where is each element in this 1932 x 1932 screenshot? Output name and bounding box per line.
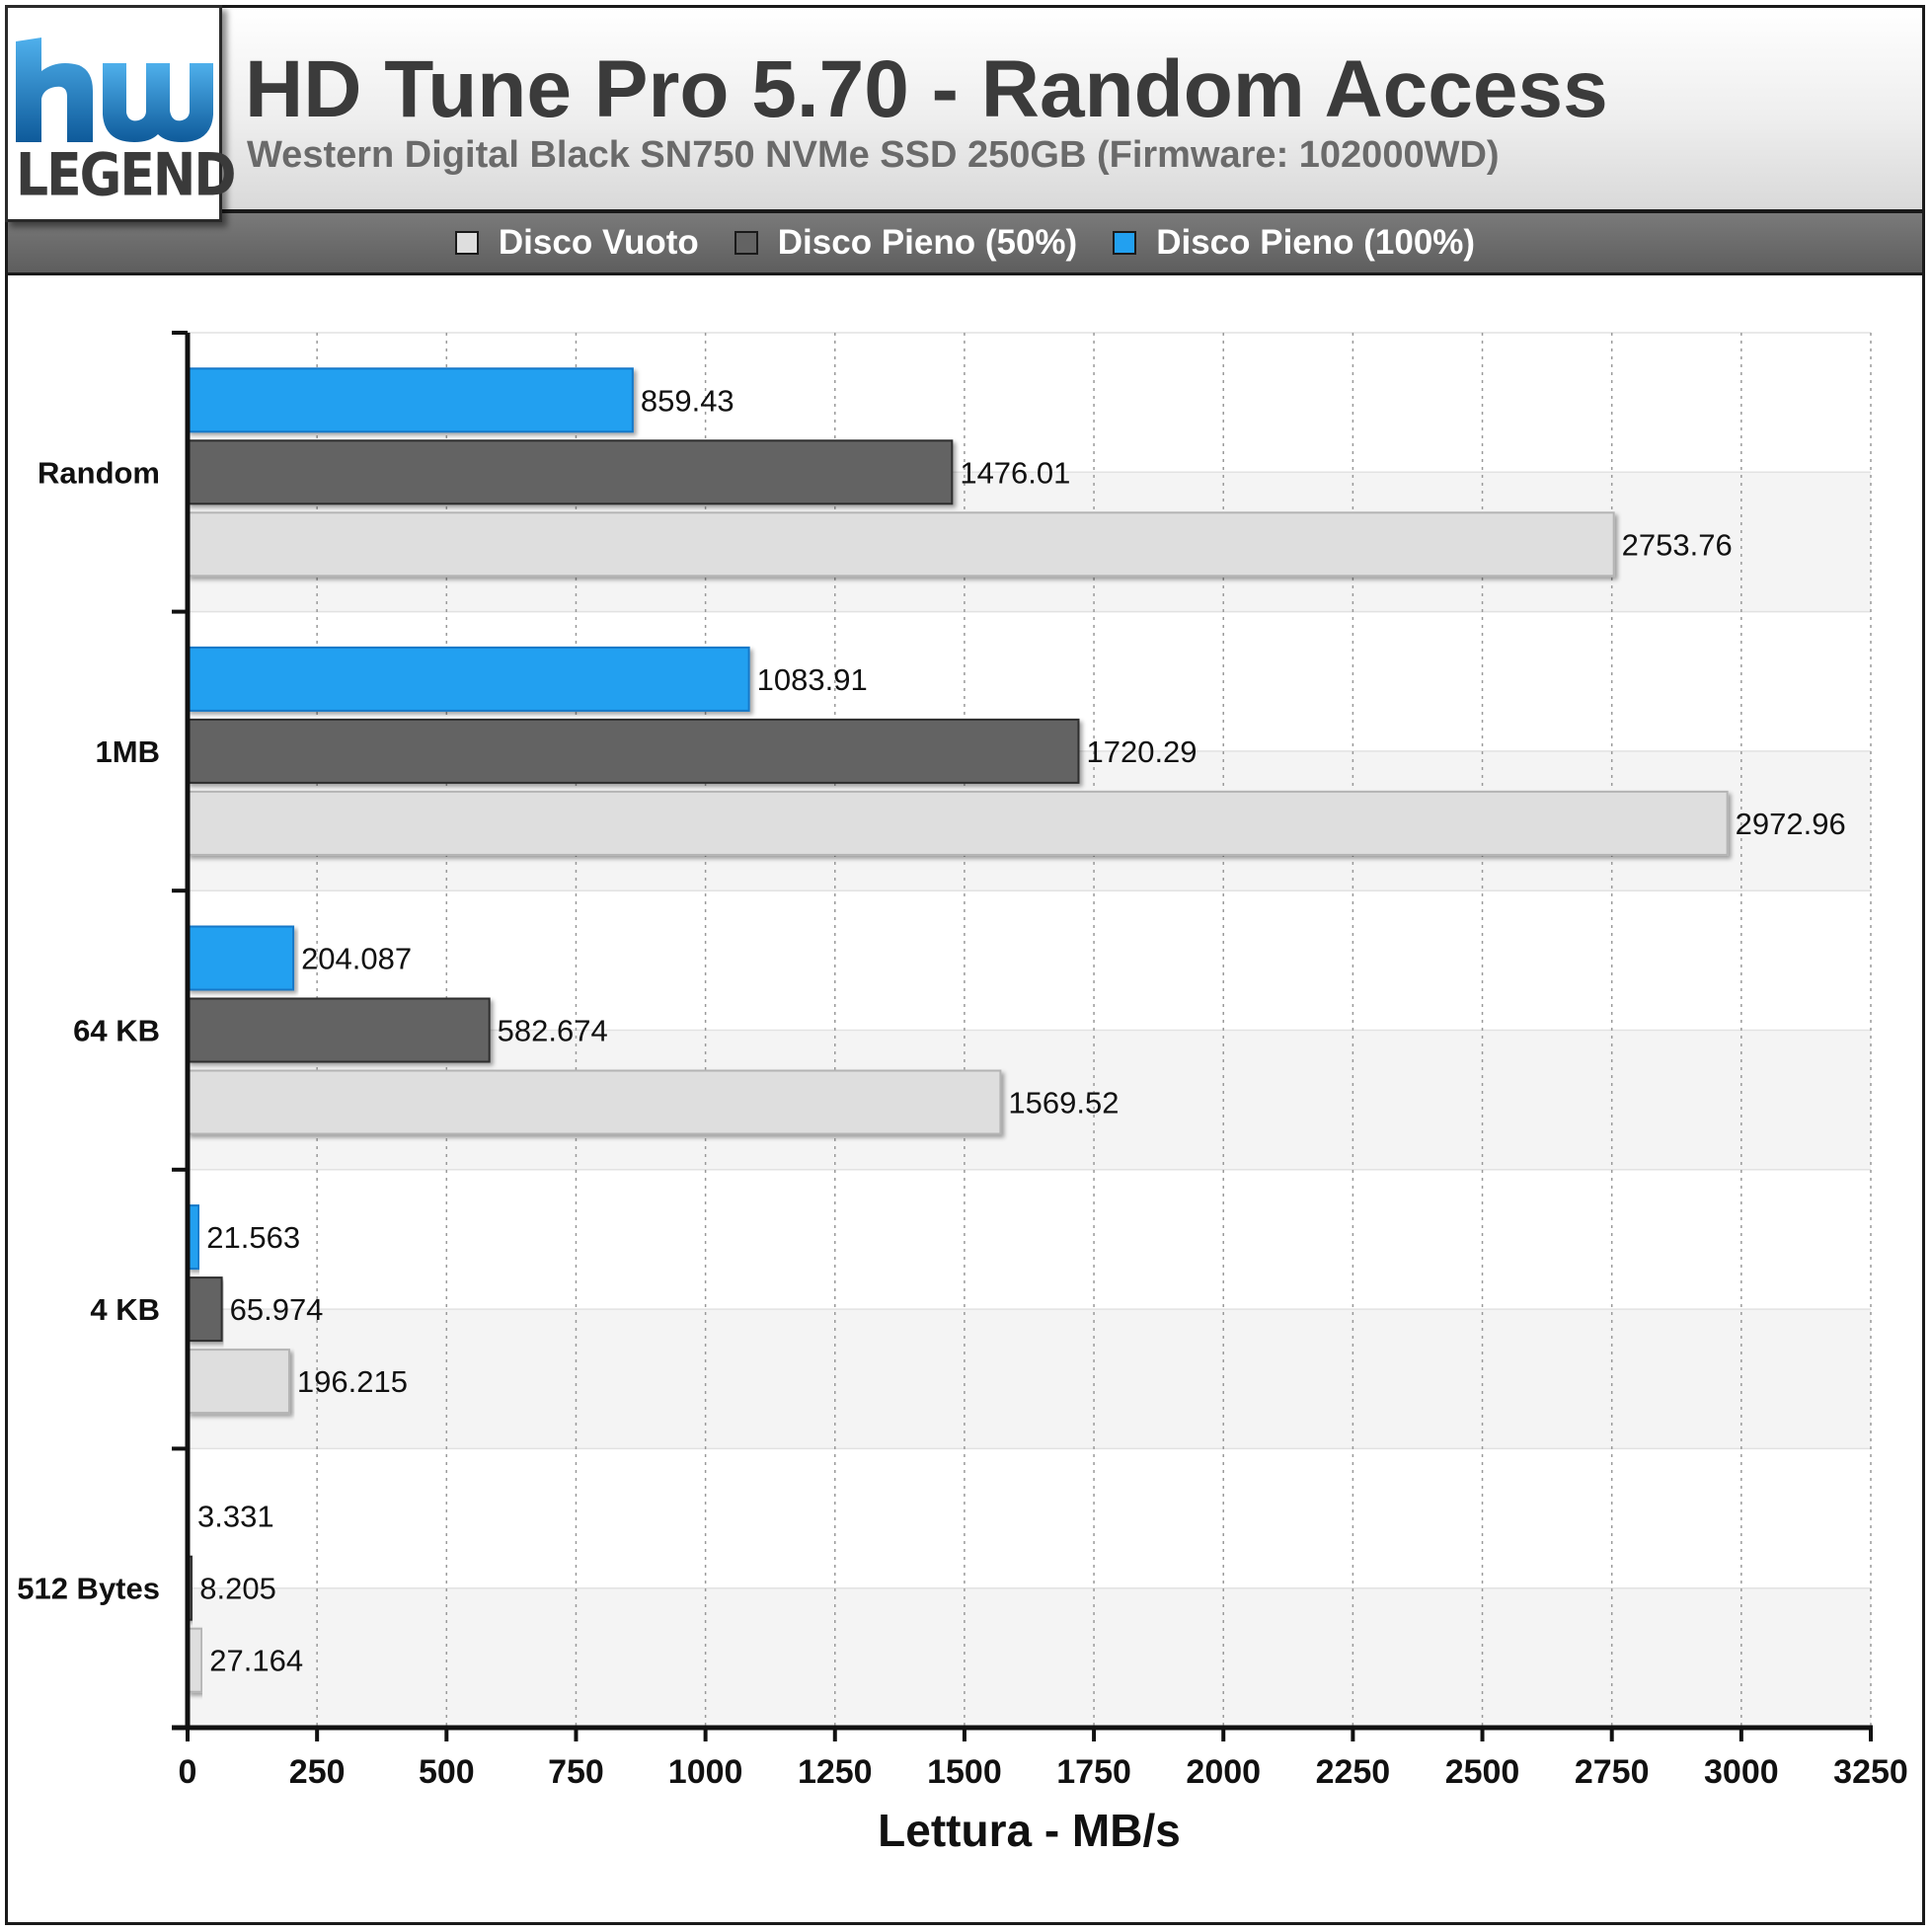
- value-label: 1569.52: [1008, 1086, 1119, 1121]
- plot-band: [188, 1587, 1871, 1728]
- legend-item-disco-pieno-50: Disco Pieno (50%): [734, 223, 1077, 263]
- x-axis-title: Lettura - MB/s: [878, 1805, 1181, 1856]
- x-tick-label: 1000: [668, 1753, 743, 1791]
- value-label: 1476.01: [960, 455, 1070, 490]
- chart-title: HD Tune Pro 5.70 - Random Access: [245, 44, 1608, 134]
- x-tick-label: 3000: [1704, 1753, 1779, 1791]
- legend: Disco Vuoto Disco Pieno (50%) Disco Pien…: [5, 210, 1925, 275]
- value-label: 8.205: [199, 1572, 276, 1606]
- legend-label-disco-vuoto: Disco Vuoto: [498, 223, 699, 262]
- bar: [187, 511, 1615, 578]
- category-label: 4 KB: [90, 1292, 160, 1327]
- x-tick-label: 2750: [1575, 1753, 1650, 1791]
- value-label: 3.331: [197, 1500, 274, 1534]
- legend-item-disco-vuoto: Disco Vuoto: [454, 223, 699, 263]
- hwlegend-logo: LEGEND: [5, 5, 237, 222]
- x-tick-label: 750: [548, 1753, 604, 1791]
- logo-word: LEGEND: [16, 141, 237, 210]
- x-tick-label: 1750: [1056, 1753, 1131, 1791]
- bar: [187, 439, 954, 505]
- x-tick-label: 2000: [1186, 1753, 1261, 1791]
- x-tick-label: 3250: [1833, 1753, 1908, 1791]
- value-label: 2753.76: [1622, 527, 1733, 562]
- bar: [187, 367, 634, 433]
- bar: [187, 790, 1729, 856]
- category-label: 1MB: [96, 734, 160, 769]
- x-tick-label: 1250: [798, 1753, 873, 1791]
- category-label: 512 Bytes: [17, 1572, 160, 1606]
- category-labels: Random 1MB 64 KB 4 KB 512 Bytes: [17, 455, 160, 1605]
- axes: [172, 331, 1873, 1741]
- x-tick-label: 500: [419, 1753, 475, 1791]
- value-label: 1720.29: [1086, 734, 1197, 769]
- category-label: Random: [38, 455, 160, 490]
- value-label: 204.087: [301, 942, 412, 976]
- value-label: 1083.91: [757, 662, 868, 697]
- legend-swatch-disco-pieno-50: [734, 231, 758, 255]
- value-label: 196.215: [297, 1364, 408, 1399]
- bar: [187, 925, 295, 991]
- bar: [187, 718, 1080, 784]
- legend-label-disco-pieno-50: Disco Pieno (50%): [777, 223, 1078, 262]
- x-tick-label: 0: [179, 1753, 197, 1791]
- plot-band: [188, 1169, 1871, 1310]
- legend-swatch-disco-pieno-100: [1113, 231, 1137, 255]
- x-tick-label: 2250: [1316, 1753, 1391, 1791]
- value-label: 2972.96: [1736, 807, 1846, 841]
- bar: [187, 646, 750, 712]
- value-label: 27.164: [209, 1644, 303, 1678]
- tick-labels: 0 250 500 750 1000 1250 1500 1750 2000 2250 2500 27…: [179, 1753, 1908, 1791]
- value-label: 582.674: [498, 1014, 608, 1048]
- bar: [187, 1069, 1002, 1135]
- legend-swatch-disco-vuoto: [454, 231, 479, 255]
- value-label: 859.43: [641, 383, 734, 418]
- plot-band: [188, 1309, 1871, 1449]
- value-labels: 859.43 1476.01 2753.76 1083.91 1720.29 2972.9…: [197, 383, 1846, 1677]
- chart-subtitle: Western Digital Black SN750 NVMe SSD 250…: [247, 134, 1500, 176]
- value-label: 21.563: [206, 1220, 300, 1255]
- category-label: 64 KB: [73, 1014, 160, 1048]
- legend-label-disco-pieno-100: Disco Pieno (100%): [1156, 223, 1476, 262]
- bar: [187, 997, 491, 1063]
- x-tick-label: 250: [289, 1753, 346, 1791]
- bar: [187, 1276, 223, 1343]
- logo-mark-icon: [16, 38, 213, 142]
- bar: [187, 1349, 290, 1415]
- chart-header: HD Tune Pro 5.70 - Random Access Western…: [5, 5, 1925, 212]
- value-label: 65.974: [230, 1292, 324, 1327]
- plot-band: [188, 1448, 1871, 1588]
- legend-item-disco-pieno-100: Disco Pieno (100%): [1113, 223, 1475, 263]
- x-tick-label: 1500: [927, 1753, 1002, 1791]
- x-tick-label: 2500: [1445, 1753, 1520, 1791]
